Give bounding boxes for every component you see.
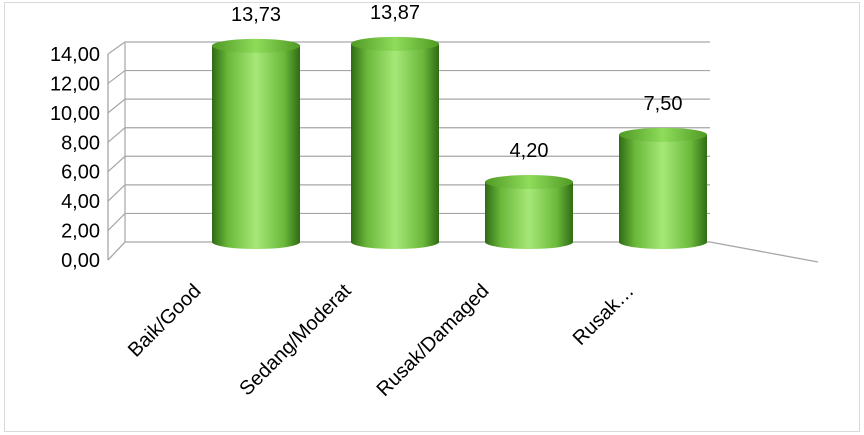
data-label: 13,73 [231,4,281,26]
bar [351,36,439,249]
floor-gridline [107,241,819,263]
bar-top [485,175,573,189]
bar-top [212,38,300,53]
y-tick-label: 0,00 [61,250,100,272]
y-tick-label: 10,00 [50,103,100,125]
y-tick-label: 6,00 [61,162,100,184]
y-tick-label: 12,00 [50,73,100,95]
x-tick-label: Sedang/Moderat [235,280,355,400]
bar-body [351,43,439,249]
bar-top [351,36,439,51]
data-label: 7,50 [644,93,683,115]
data-label: 13,87 [370,2,420,24]
x-tick-label: Baik/Good [124,280,206,362]
x-tick-label: Rusak/Damaged [373,280,494,401]
bar [212,38,300,249]
y-tick-label: 2,00 [61,221,100,243]
y-tick-label: 8,00 [61,132,100,154]
bar [619,127,707,249]
y-tick-label: 14,00 [50,44,100,66]
x-tick-label: Rusak… [569,280,639,350]
data-label: 4,20 [510,140,549,162]
bar-body [212,45,300,249]
y-tick-label: 4,00 [61,191,100,213]
bar [485,175,573,249]
bar-top [619,127,707,142]
bar-body [619,134,707,249]
bar-body [485,182,573,249]
